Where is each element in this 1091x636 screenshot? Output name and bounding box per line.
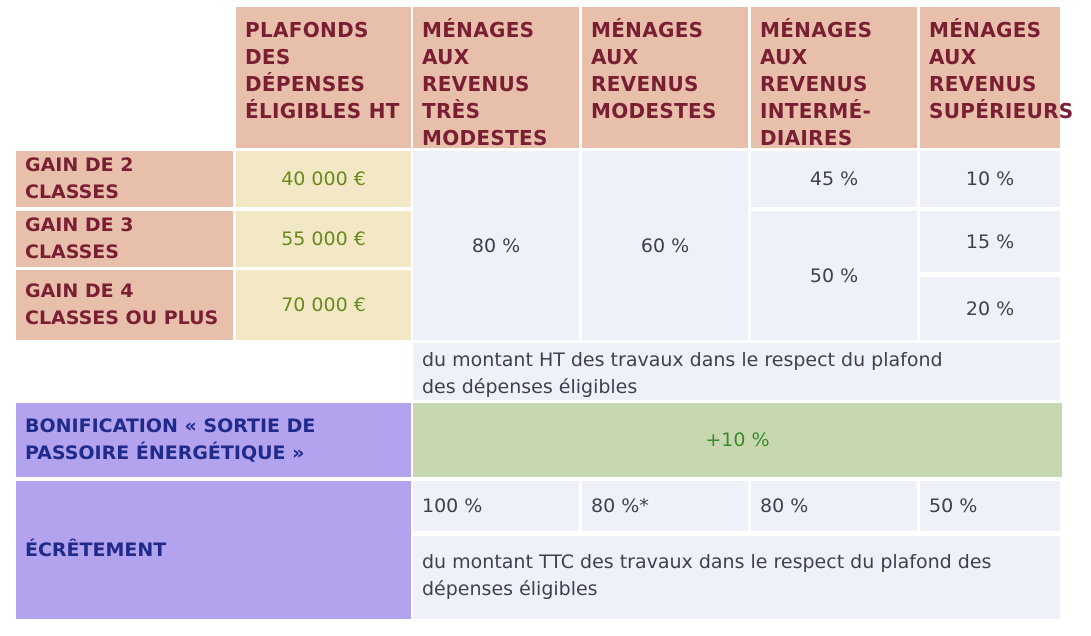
rate-intermediate-gain-3-4: 50 % [751, 211, 917, 340]
rate-modest: 60 % [582, 151, 748, 340]
rate-value: 80 % [471, 234, 521, 257]
note-ttc-amount: du montant TTC des travaux dans le respe… [413, 536, 1060, 619]
bonus-value: +10 % [413, 403, 1062, 477]
header-intermediate-households: MÉNAGES AUX REVENUS INTERMÉ- DIAIRES [751, 7, 917, 150]
ecretement-value: 80 %* [591, 495, 649, 517]
rate-higher-gain-4: 20 % [920, 277, 1060, 340]
row-label-text: GAIN DE 4 CLASSES OU PLUS [25, 280, 219, 329]
bonus-value-text: +10 % [705, 429, 770, 451]
ecretement-very-modest: 100 % [413, 481, 579, 531]
row-label-text: GAIN DE 2 CLASSES [25, 154, 134, 203]
ecretement-modest: 80 %* [582, 481, 748, 531]
header-higher-households: MÉNAGES AUX REVENUS SUPÉRIEURS [920, 7, 1073, 148]
note-ht-amount: du montant HT des travaux dans le respec… [413, 343, 1060, 400]
rate-value: 20 % [965, 297, 1015, 320]
rate-higher-gain-3: 15 % [920, 211, 1060, 272]
rate-value: 50 % [809, 264, 859, 287]
ecretement-higher: 50 % [920, 481, 1060, 531]
rate-value: 60 % [640, 234, 690, 257]
ceiling-gain-2: 40 000 € [236, 151, 411, 207]
ecretement-value: 100 % [422, 495, 483, 517]
ecretement-value: 50 % [929, 495, 978, 517]
row-label-gain-3: GAIN DE 3 CLASSES [16, 211, 233, 267]
ecretement-intermediate: 80 % [751, 481, 917, 531]
bonus-label: BONIFICATION « SORTIE DE PASSOIRE ÉNERGÉ… [16, 403, 411, 477]
ceiling-gain-3: 55 000 € [236, 211, 411, 267]
row-label-text: GAIN DE 3 CLASSES [25, 214, 134, 263]
row-label-gain-2: GAIN DE 2 CLASSES [16, 151, 233, 207]
rate-value: 15 % [965, 230, 1015, 253]
bonus-label-text: BONIFICATION « SORTIE DE PASSOIRE ÉNERGÉ… [25, 415, 316, 464]
ceiling-value: 70 000 € [281, 294, 366, 316]
ceiling-gain-4: 70 000 € [236, 270, 411, 340]
ecretement-value: 80 % [760, 495, 809, 517]
rate-intermediate-gain-2: 45 % [751, 151, 917, 207]
ceiling-value: 55 000 € [281, 228, 366, 250]
header-modest-households: MÉNAGES AUX REVENUS MODESTES [582, 7, 748, 148]
ecretement-label: ÉCRÊTEMENT [16, 481, 411, 619]
rate-value: 45 % [809, 168, 859, 190]
rate-higher-gain-2: 10 % [920, 151, 1060, 207]
ecretement-label-text: ÉCRÊTEMENT [25, 538, 167, 561]
header-eligible-ceiling: PLAFONDS DES DÉPENSES ÉLIGIBLES HT [236, 7, 411, 148]
ceiling-value: 40 000 € [281, 168, 366, 190]
row-label-gain-4: GAIN DE 4 CLASSES OU PLUS [16, 270, 233, 340]
header-very-modest-households: MÉNAGES AUX REVENUS TRÈS MODESTES [413, 7, 579, 150]
rate-very-modest: 80 % [413, 151, 579, 340]
rate-value: 10 % [965, 168, 1015, 190]
